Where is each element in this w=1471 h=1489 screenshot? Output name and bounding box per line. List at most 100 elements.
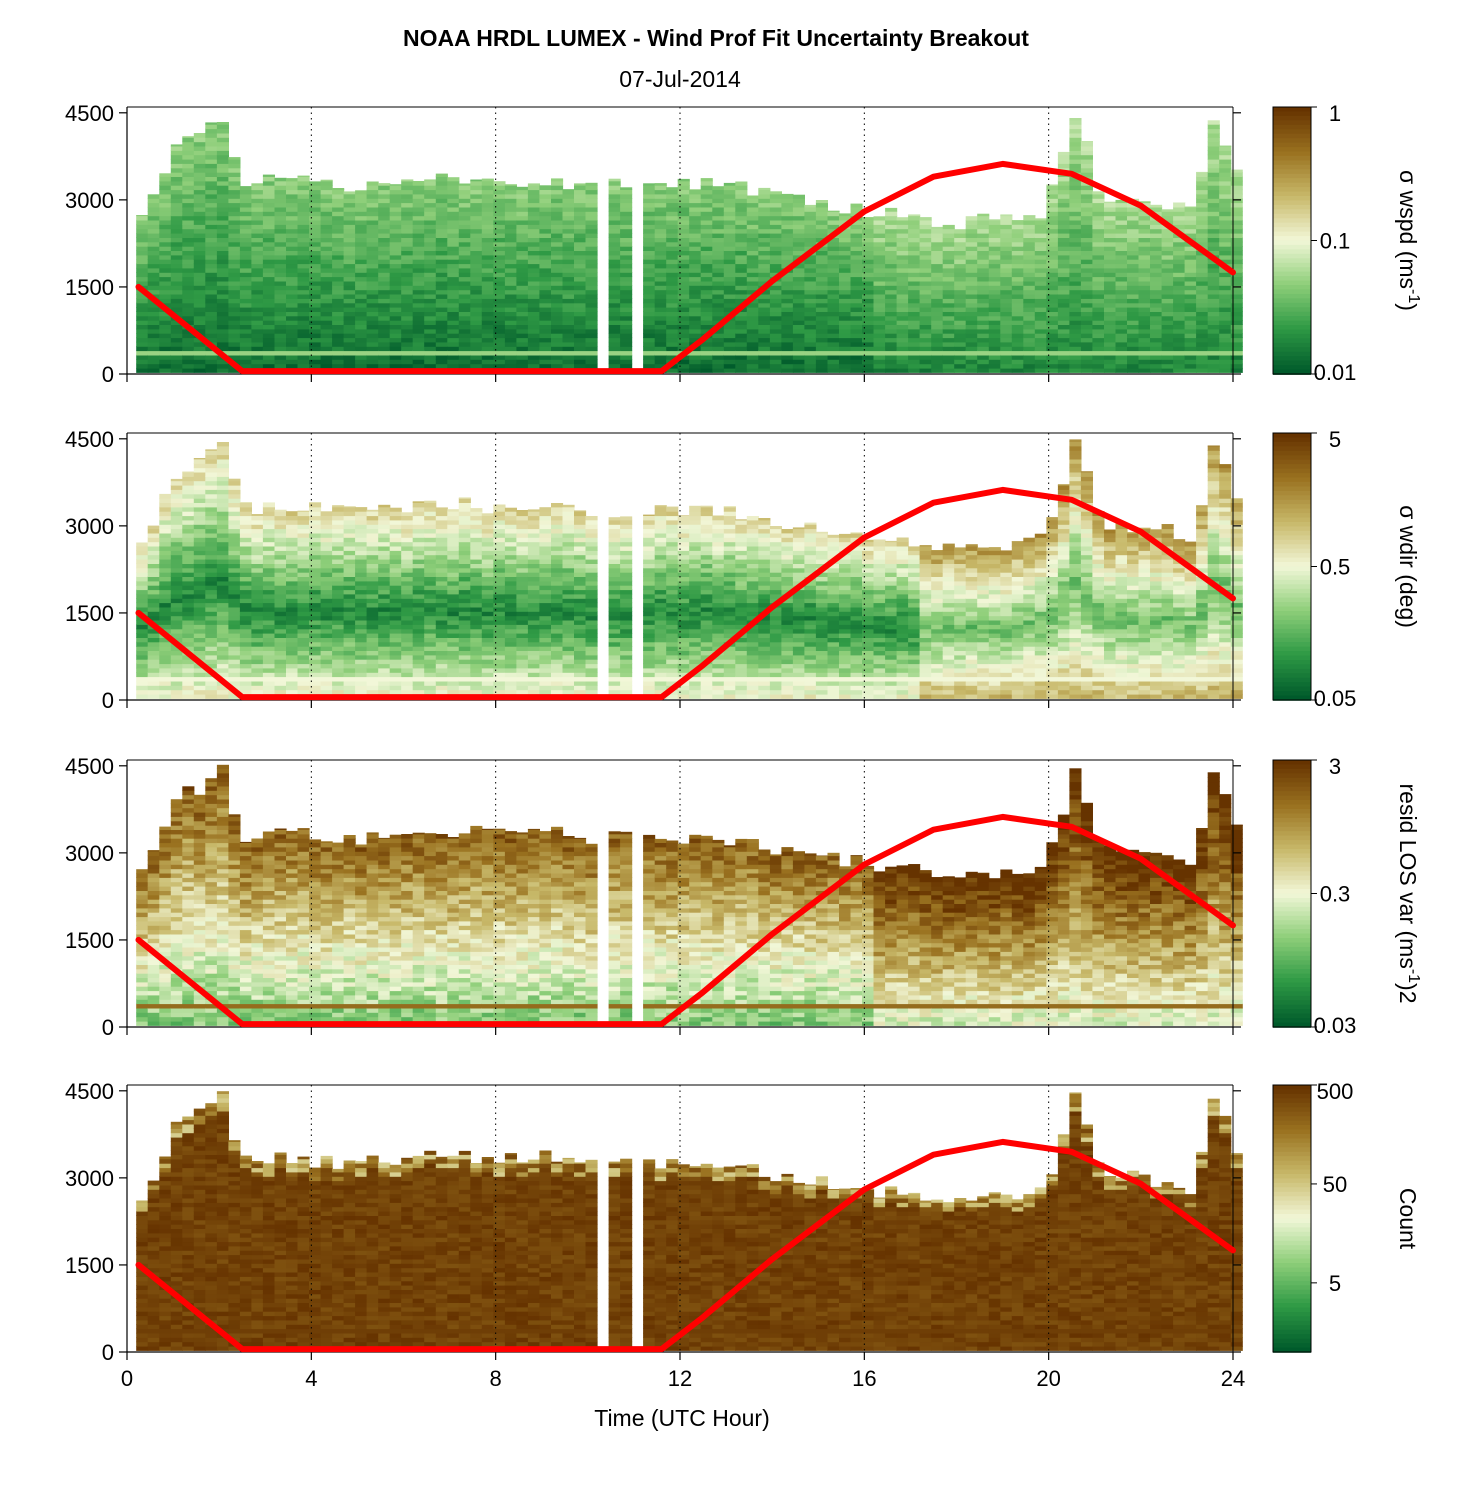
heatmap-cell: [136, 602, 149, 608]
heatmap-cell: [228, 193, 241, 199]
heatmap-cell: [551, 189, 564, 195]
heatmap-cell: [942, 363, 955, 369]
heatmap-cell: [159, 324, 172, 330]
heatmap-cell: [286, 685, 299, 691]
heatmap-cell: [942, 350, 955, 356]
heatmap-cell: [447, 177, 460, 182]
heatmap-cell: [539, 293, 552, 299]
heatmap-cell: [862, 250, 875, 256]
heatmap-cell: [654, 337, 667, 343]
heatmap-cell: [366, 181, 379, 186]
heatmap-cell: [159, 241, 172, 247]
heatmap-cell: [147, 589, 160, 595]
heatmap-cell: [320, 554, 333, 560]
heatmap-cell: [654, 285, 667, 291]
heatmap-cell: [735, 202, 748, 208]
heatmap-cell: [1080, 141, 1093, 143]
heatmap-cell: [804, 259, 817, 265]
heatmap-cell: [1230, 263, 1243, 269]
heatmap-cell: [1173, 333, 1186, 339]
heatmap-cell: [286, 650, 299, 656]
heatmap-cell: [873, 246, 886, 251]
heatmap-cell: [170, 272, 183, 278]
heatmap-cell: [286, 180, 299, 186]
heatmap-cell: [1057, 219, 1070, 225]
heatmap-cell: [677, 219, 690, 225]
heatmap-cell: [205, 580, 218, 586]
heatmap-cell: [804, 285, 817, 291]
heatmap-cell: [332, 685, 345, 691]
heatmap-cell: [239, 615, 252, 621]
heatmap-cell: [332, 237, 345, 243]
heatmap-cell: [781, 193, 794, 199]
heatmap-cell: [585, 346, 598, 352]
heatmap-cell: [608, 263, 621, 269]
heatmap-cell: [1080, 206, 1093, 212]
heatmap-cell: [804, 311, 817, 317]
heatmap-cell: [389, 363, 402, 369]
heatmap-cell: [239, 580, 252, 586]
heatmap-cell: [723, 328, 736, 334]
heatmap-cell: [1161, 215, 1174, 221]
heatmap-cell: [251, 280, 264, 286]
heatmap-cell: [205, 215, 218, 221]
heatmap-cell: [954, 280, 967, 286]
heatmap-cell: [1011, 276, 1024, 282]
heatmap-cell: [527, 183, 540, 186]
heatmap-cell: [1000, 367, 1013, 373]
heatmap-cell: [205, 307, 218, 312]
heatmap-cell: [1138, 311, 1151, 317]
heatmap-cell: [147, 537, 160, 543]
heatmap-cell: [988, 302, 1001, 308]
heatmap-cell: [332, 672, 345, 678]
heatmap-cell: [815, 293, 828, 299]
heatmap-cell: [216, 241, 229, 247]
heatmap-cell: [182, 254, 195, 260]
heatmap-cell: [274, 177, 287, 182]
heatmap-cell: [286, 333, 299, 339]
heatmap-cell: [182, 228, 195, 234]
heatmap-cell: [942, 324, 955, 330]
heatmap-cell: [1150, 337, 1163, 343]
heatmap-cell: [1207, 167, 1220, 173]
heatmap-cell: [320, 650, 333, 656]
heatmap-cell: [804, 254, 817, 260]
heatmap-cell: [666, 224, 679, 230]
heatmap-cell: [504, 263, 517, 269]
heatmap-cell: [1000, 320, 1013, 325]
heatmap-cell: [792, 241, 805, 247]
heatmap-cell: [527, 185, 540, 191]
heatmap-cell: [320, 193, 333, 199]
heatmap-cell: [908, 298, 921, 304]
heatmap-cell: [401, 254, 414, 260]
heatmap-cell: [700, 237, 713, 243]
heatmap-cell: [170, 367, 183, 373]
heatmap-cell: [286, 611, 299, 617]
heatmap-cell: [447, 193, 460, 199]
heatmap-cell: [309, 224, 322, 230]
heatmap-cell: [216, 537, 229, 543]
heatmap-cell: [170, 606, 183, 612]
heatmap-cell: [182, 541, 195, 547]
heatmap-cell: [1161, 315, 1174, 321]
heatmap-cell: [309, 550, 322, 556]
heatmap-cell: [389, 298, 402, 304]
heatmap-cell: [458, 320, 471, 325]
heatmap-cell: [147, 650, 160, 656]
heatmap-cell: [159, 219, 172, 225]
heatmap-cell: [919, 337, 932, 343]
heatmap-cell: [908, 302, 921, 308]
heatmap-cell: [942, 359, 955, 365]
heatmap-cell: [481, 202, 494, 208]
heatmap-cell: [170, 624, 183, 630]
heatmap-cell: [136, 250, 149, 256]
heatmap-cell: [147, 676, 160, 682]
heatmap-cell: [239, 311, 252, 317]
heatmap-cell: [873, 224, 886, 230]
heatmap-cell: [228, 478, 241, 482]
heatmap-cell: [401, 272, 414, 278]
heatmap-cell: [1230, 193, 1243, 199]
heatmap-cell: [551, 241, 564, 247]
heatmap-cell: [435, 302, 448, 308]
heatmap-cell: [251, 585, 264, 591]
